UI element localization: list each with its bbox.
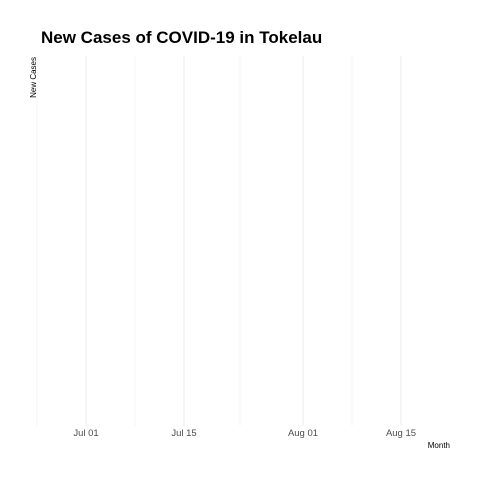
major-gridlines [86,56,401,426]
x-tick-label: Jul 01 [73,428,98,439]
x-tick-label: Aug 15 [386,428,416,439]
minor-gridlines [37,56,352,426]
plot-area [37,56,401,426]
x-axis-ticks: Jul 01 Jul 15 Aug 01 Aug 15 [73,428,416,439]
x-axis-label: Month [428,441,450,450]
chart-title: New Cases of COVID-19 in Tokelau [41,28,322,47]
x-tick-label: Jul 15 [171,428,196,439]
x-tick-label: Aug 01 [288,428,318,439]
y-axis-label: New Cases [29,57,38,98]
